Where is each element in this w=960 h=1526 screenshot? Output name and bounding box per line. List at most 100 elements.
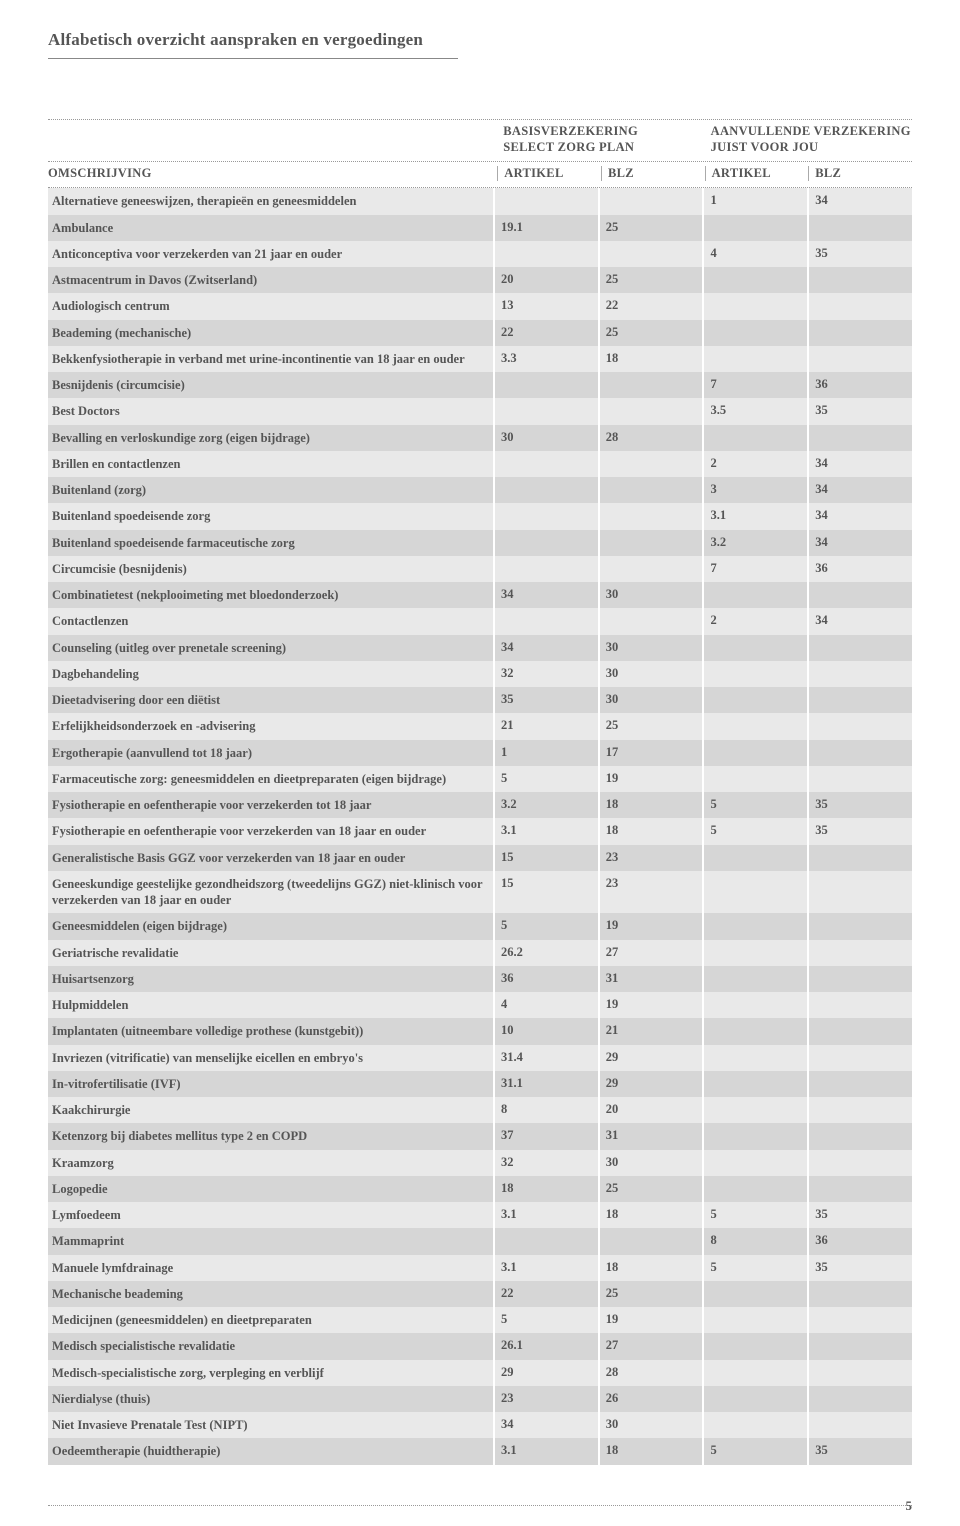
table-row: Bekkenfysiotherapie in verband met urine… xyxy=(48,346,912,372)
row-artikel-basis: 34 xyxy=(495,582,598,608)
table-row: Bevalling en verloskundige zorg (eigen b… xyxy=(48,425,912,451)
row-description: In-vitrofertilisatie (IVF) xyxy=(48,1071,493,1097)
row-artikel-aanv xyxy=(704,940,807,966)
row-artikel-basis: 10 xyxy=(495,1018,598,1044)
table-row: Geriatrische revalidatie26.227 xyxy=(48,940,912,966)
row-description: Mammaprint xyxy=(48,1228,493,1254)
row-description: Manuele lymfdrainage xyxy=(48,1255,493,1281)
row-artikel-aanv: 3.5 xyxy=(704,398,807,424)
row-blz-basis: 21 xyxy=(600,1018,703,1044)
row-description: Brillen en contactlenzen xyxy=(48,451,493,477)
row-artikel-aanv: 5 xyxy=(704,1202,807,1228)
row-artikel-basis xyxy=(495,477,598,503)
table-row: Medisch-specialistische zorg, verpleging… xyxy=(48,1360,912,1386)
row-blz-aanv: 34 xyxy=(809,477,912,503)
row-blz-basis: 27 xyxy=(600,1333,703,1359)
row-blz-basis xyxy=(600,398,703,424)
row-blz-basis xyxy=(600,372,703,398)
row-artikel-aanv: 5 xyxy=(704,1438,807,1464)
row-description: Bekkenfysiotherapie in verband met urine… xyxy=(48,346,493,372)
row-blz-aanv xyxy=(809,871,912,914)
row-artikel-basis: 26.1 xyxy=(495,1333,598,1359)
row-blz-aanv xyxy=(809,966,912,992)
row-blz-aanv xyxy=(809,992,912,1018)
row-artikel-aanv: 5 xyxy=(704,818,807,844)
row-description: Buitenland spoedeisende zorg xyxy=(48,503,493,529)
row-artikel-aanv xyxy=(704,293,807,319)
table-row: Audiologisch centrum1322 xyxy=(48,293,912,319)
row-blz-aanv: 34 xyxy=(809,503,912,529)
table-row: Counseling (uitleg over prenetale screen… xyxy=(48,635,912,661)
row-artikel-basis: 5 xyxy=(495,913,598,939)
row-artikel-basis: 3.1 xyxy=(495,1438,598,1464)
row-blz-aanv xyxy=(809,1071,912,1097)
super-header-basis: BASISVERZEKERING SELECT ZORG PLAN xyxy=(497,124,704,155)
table-row: Geneesmiddelen (eigen bijdrage)519 xyxy=(48,913,912,939)
row-artikel-basis: 36 xyxy=(495,966,598,992)
row-blz-aanv: 34 xyxy=(809,608,912,634)
row-artikel-basis: 1 xyxy=(495,740,598,766)
row-description: Logopedie xyxy=(48,1176,493,1202)
row-description: Lymfoedeem xyxy=(48,1202,493,1228)
row-blz-aanv xyxy=(809,1281,912,1307)
row-description: Medisch-specialistische zorg, verpleging… xyxy=(48,1360,493,1386)
table-row: Oedeemtherapie (huidtherapie)3.118535 xyxy=(48,1438,912,1464)
table-row: Lymfoedeem3.118535 xyxy=(48,1202,912,1228)
row-blz-basis xyxy=(600,241,703,267)
page-title: Alfabetisch overzicht aanspraken en verg… xyxy=(48,30,458,59)
row-blz-basis: 18 xyxy=(600,1202,703,1228)
row-description: Beademing (mechanische) xyxy=(48,320,493,346)
row-artikel-basis xyxy=(495,398,598,424)
row-blz-basis xyxy=(600,556,703,582)
row-artikel-basis: 21 xyxy=(495,713,598,739)
row-blz-basis: 18 xyxy=(600,818,703,844)
row-artikel-aanv: 7 xyxy=(704,372,807,398)
row-blz-aanv: 35 xyxy=(809,241,912,267)
table-body: Alternatieve geneeswijzen, therapieën en… xyxy=(48,188,912,1464)
row-description: Medisch specialistische revalidatie xyxy=(48,1333,493,1359)
table-row: Ergotherapie (aanvullend tot 18 jaar)117 xyxy=(48,740,912,766)
row-description: Geneeskundige geestelijke gezondheidszor… xyxy=(48,871,493,914)
row-blz-aanv xyxy=(809,661,912,687)
row-description: Nierdialyse (thuis) xyxy=(48,1386,493,1412)
row-blz-basis: 30 xyxy=(600,1150,703,1176)
row-artikel-basis xyxy=(495,372,598,398)
row-artikel-aanv xyxy=(704,687,807,713)
row-blz-basis: 25 xyxy=(600,1176,703,1202)
table-row: Erfelijkheidsonderzoek en -advisering212… xyxy=(48,713,912,739)
row-description: Anticonceptiva voor verzekerden van 21 j… xyxy=(48,241,493,267)
table-row: Nierdialyse (thuis)2326 xyxy=(48,1386,912,1412)
row-artikel-basis xyxy=(495,188,598,214)
row-description: Buitenland spoedeisende farmaceutische z… xyxy=(48,530,493,556)
row-blz-basis: 28 xyxy=(600,1360,703,1386)
row-artikel-basis: 34 xyxy=(495,1412,598,1438)
row-artikel-basis: 3.3 xyxy=(495,346,598,372)
row-artikel-aanv xyxy=(704,1281,807,1307)
header-artikel-basis: ARTIKEL xyxy=(497,166,601,181)
row-artikel-basis xyxy=(495,530,598,556)
row-blz-aanv xyxy=(809,940,912,966)
row-artikel-basis: 15 xyxy=(495,871,598,914)
row-blz-basis: 30 xyxy=(600,582,703,608)
row-artikel-basis: 32 xyxy=(495,661,598,687)
row-description: Ergotherapie (aanvullend tot 18 jaar) xyxy=(48,740,493,766)
table-row: Geneeskundige geestelijke gezondheidszor… xyxy=(48,871,912,914)
table-row: Invriezen (vitrificatie) van menselijke … xyxy=(48,1045,912,1071)
row-blz-basis xyxy=(600,477,703,503)
table-row: Logopedie1825 xyxy=(48,1176,912,1202)
row-artikel-aanv: 1 xyxy=(704,188,807,214)
row-artikel-aanv xyxy=(704,1018,807,1044)
row-blz-basis: 28 xyxy=(600,425,703,451)
row-artikel-aanv xyxy=(704,582,807,608)
table-row: Buitenland spoedeisende zorg3.134 xyxy=(48,503,912,529)
row-artikel-aanv xyxy=(704,1386,807,1412)
row-artikel-aanv: 3.2 xyxy=(704,530,807,556)
row-description: Erfelijkheidsonderzoek en -advisering xyxy=(48,713,493,739)
row-blz-aanv xyxy=(809,740,912,766)
row-artikel-aanv xyxy=(704,1176,807,1202)
row-blz-aanv xyxy=(809,267,912,293)
row-artikel-basis: 8 xyxy=(495,1097,598,1123)
row-blz-aanv xyxy=(809,215,912,241)
row-description: Hulpmiddelen xyxy=(48,992,493,1018)
row-blz-basis xyxy=(600,1228,703,1254)
